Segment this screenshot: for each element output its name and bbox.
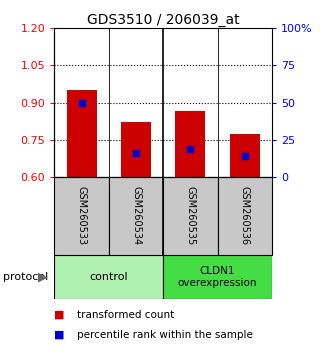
Title: GDS3510 / 206039_at: GDS3510 / 206039_at xyxy=(87,13,239,27)
Bar xyxy=(67,90,97,177)
Bar xyxy=(121,122,151,177)
Text: GSM260534: GSM260534 xyxy=(131,186,141,246)
Bar xyxy=(230,133,260,177)
Text: GSM260533: GSM260533 xyxy=(76,186,87,246)
Text: protocol: protocol xyxy=(3,272,48,282)
Bar xyxy=(109,177,163,255)
Bar xyxy=(218,177,272,255)
Bar xyxy=(54,255,163,299)
Text: GSM260535: GSM260535 xyxy=(185,186,196,246)
Text: ■: ■ xyxy=(54,310,65,320)
Text: control: control xyxy=(90,272,128,282)
Text: transformed count: transformed count xyxy=(77,310,174,320)
Bar xyxy=(163,177,218,255)
Text: percentile rank within the sample: percentile rank within the sample xyxy=(77,330,253,339)
Bar xyxy=(175,112,205,177)
Text: ■: ■ xyxy=(54,330,65,339)
Bar xyxy=(163,255,272,299)
Text: GSM260536: GSM260536 xyxy=(240,186,250,246)
Text: ▶: ▶ xyxy=(38,271,48,284)
Text: CLDN1
overexpression: CLDN1 overexpression xyxy=(178,266,257,288)
Bar xyxy=(54,177,109,255)
